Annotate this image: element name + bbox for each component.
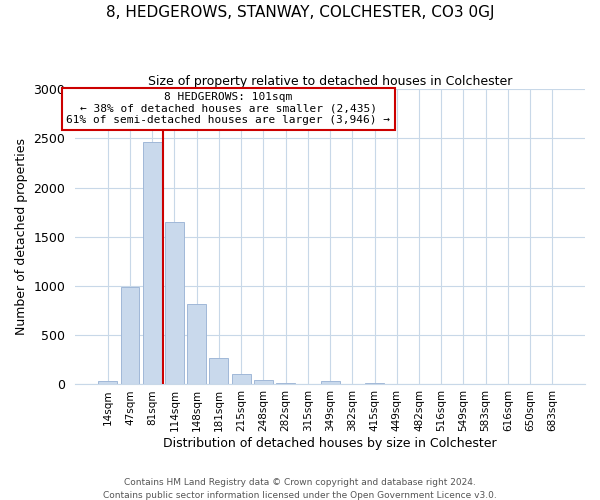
Text: 8, HEDGEROWS, STANWAY, COLCHESTER, CO3 0GJ: 8, HEDGEROWS, STANWAY, COLCHESTER, CO3 0… [106,5,494,20]
Bar [165,222,184,384]
Text: 8 HEDGEROWS: 101sqm
← 38% of detached houses are smaller (2,435)
61% of semi-det: 8 HEDGEROWS: 101sqm ← 38% of detached ho… [66,92,390,126]
Bar [121,287,139,384]
X-axis label: Distribution of detached houses by size in Colchester: Distribution of detached houses by size … [163,437,497,450]
Bar [187,304,206,384]
Y-axis label: Number of detached properties: Number of detached properties [15,138,28,336]
Bar [232,374,251,384]
Text: Contains HM Land Registry data © Crown copyright and database right 2024.
Contai: Contains HM Land Registry data © Crown c… [103,478,497,500]
Bar [254,380,273,384]
Bar [320,381,340,384]
Bar [98,380,117,384]
Bar [365,383,384,384]
Bar [143,142,161,384]
Title: Size of property relative to detached houses in Colchester: Size of property relative to detached ho… [148,75,512,88]
Bar [209,358,229,384]
